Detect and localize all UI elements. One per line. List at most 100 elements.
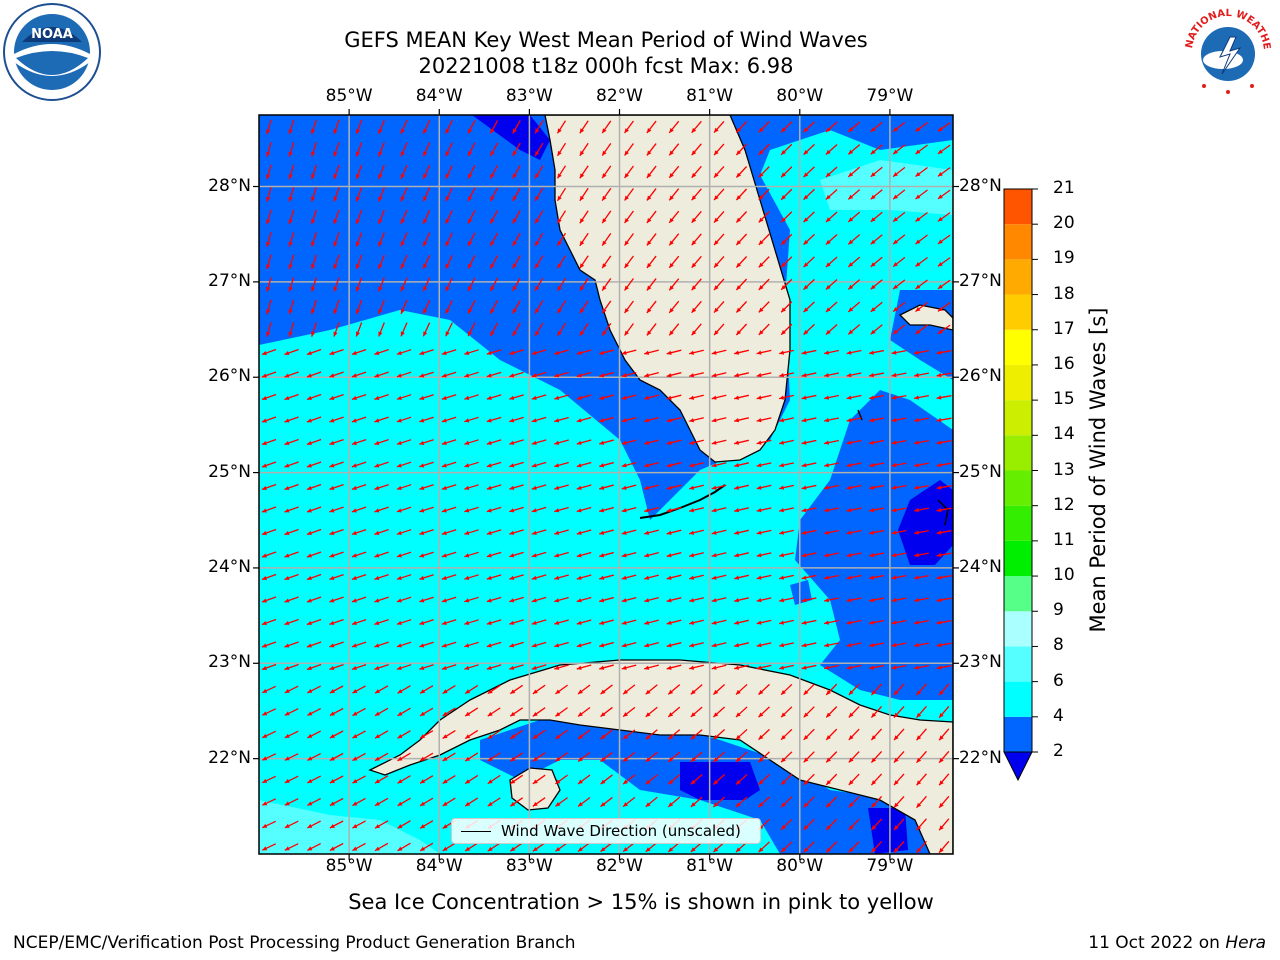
wind-arrow	[891, 417, 907, 423]
lon-label-top: 79°W	[866, 86, 914, 106]
wind-arrow	[891, 439, 907, 445]
land-isla-juventud	[509, 767, 561, 811]
wind-arrow	[734, 439, 749, 445]
wind-arrow	[306, 348, 322, 356]
wind-arrow	[936, 485, 952, 490]
wind-arrow	[531, 551, 547, 558]
wind-arrow	[780, 166, 793, 178]
wind-arrow	[621, 574, 637, 580]
wind-arrow	[914, 552, 929, 558]
wind-arrow	[534, 300, 544, 314]
wind-arrow	[599, 349, 614, 355]
wind-arrow	[734, 417, 749, 423]
wind-arrow	[288, 142, 295, 157]
wind-arrow	[464, 349, 479, 355]
wind-arrow	[644, 507, 659, 513]
land-florida	[544, 115, 791, 463]
wind-arrow	[329, 618, 344, 626]
wind-arrow	[869, 439, 884, 445]
lat-label-left: 26°N	[208, 366, 251, 387]
wind-arrow	[824, 462, 839, 468]
wind-arrow	[621, 619, 637, 625]
wind-arrow	[396, 349, 412, 355]
wind-arrow	[396, 484, 412, 490]
wind-arrow	[713, 323, 725, 336]
wind-arrow	[779, 484, 794, 490]
wind-arrow	[351, 618, 367, 626]
wind-arrow	[579, 255, 589, 269]
wind-arrow	[846, 439, 862, 445]
wind-arrow	[691, 300, 702, 314]
wind-arrow	[284, 461, 299, 468]
wind-arrow	[646, 120, 657, 134]
wind-arrow	[735, 143, 748, 156]
wind-arrow	[554, 394, 569, 400]
wind-arrow	[467, 322, 476, 337]
wind-arrow	[646, 300, 657, 314]
wind-arrow	[464, 551, 479, 558]
wind-arrow	[374, 506, 389, 513]
wind-arrow	[509, 574, 524, 580]
wind-arrow	[396, 574, 412, 580]
wind-arrow	[284, 483, 299, 491]
legend-label: Wind Wave Direction (unscaled)	[501, 822, 741, 840]
wind-arrow	[489, 255, 499, 269]
wind-arrow	[441, 596, 457, 603]
wind-arrow	[869, 462, 884, 468]
wind-arrow	[489, 142, 499, 157]
wind-arrow	[441, 551, 457, 558]
wind-arrow	[419, 619, 434, 625]
wind-arrow	[870, 121, 883, 133]
wind-arrow	[599, 394, 614, 400]
wind-arrow	[351, 393, 367, 401]
wind-arrow	[803, 188, 815, 201]
wind-arrow	[891, 372, 907, 378]
wind-arrow	[892, 211, 906, 223]
wind-arrow	[915, 256, 928, 268]
wind-arrow	[668, 255, 680, 269]
wave-period-blue-region-east	[795, 290, 953, 700]
wind-arrow	[419, 551, 434, 558]
wind-arrow	[936, 552, 952, 558]
wind-arrow	[441, 371, 457, 378]
wind-arrow	[351, 348, 367, 356]
colorbar-tick-label: 10	[1053, 565, 1075, 586]
wind-arrow	[554, 461, 569, 468]
wind-arrow	[374, 394, 389, 401]
wind-arrow	[915, 234, 928, 245]
wind-arrow	[306, 393, 322, 401]
wind-arrow	[467, 255, 476, 269]
wind-arrow	[936, 440, 952, 445]
wind-arrow	[374, 596, 389, 603]
wind-arrow	[378, 232, 385, 247]
wind-arrow	[509, 371, 524, 378]
wind-arrow	[400, 209, 408, 225]
colorbar-box	[1004, 681, 1032, 717]
wind-arrow	[846, 507, 862, 513]
wind-arrow	[803, 256, 815, 268]
wind-arrow	[756, 552, 772, 558]
wind-arrow	[576, 439, 592, 445]
colorbar-box	[1004, 224, 1032, 260]
wind-arrow	[396, 551, 412, 558]
wind-arrow	[445, 277, 453, 292]
wind-arrow	[579, 300, 589, 314]
lat-label-left: 23°N	[208, 652, 251, 673]
wind-arrow	[846, 372, 862, 378]
wind-arrow	[847, 324, 861, 335]
wind-arrow	[735, 188, 748, 201]
nws-logo: NATIONAL WEATHER SERVICE	[1178, 2, 1276, 100]
colorbar-tick-label: 6	[1053, 670, 1064, 691]
lat-label-left: 22°N	[208, 747, 251, 768]
lon-label-bottom: 83°W	[505, 856, 553, 876]
wind-arrow	[374, 551, 389, 558]
wind-arrow	[556, 232, 567, 247]
wind-arrow	[735, 278, 748, 291]
wind-arrow	[801, 417, 817, 423]
wind-arrow	[869, 484, 884, 490]
wind-arrow	[284, 438, 299, 446]
wind-arrow	[937, 279, 951, 290]
wind-arrow	[624, 300, 634, 314]
wind-arrow	[644, 552, 659, 558]
wind-arrow	[668, 120, 680, 134]
